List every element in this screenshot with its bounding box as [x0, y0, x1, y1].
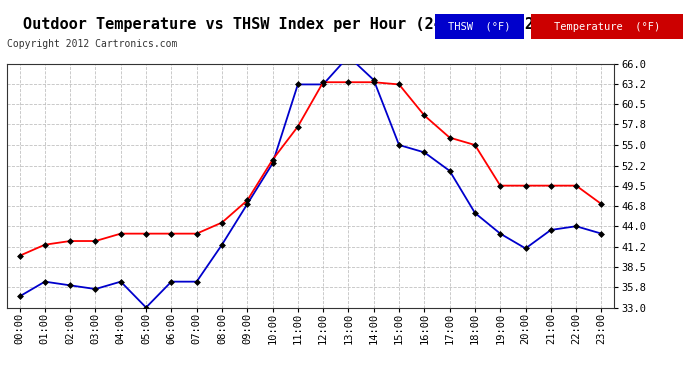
Text: Outdoor Temperature vs THSW Index per Hour (24 Hours)  20121011: Outdoor Temperature vs THSW Index per Ho…: [23, 17, 598, 32]
Text: Copyright 2012 Cartronics.com: Copyright 2012 Cartronics.com: [7, 39, 177, 50]
Text: THSW  (°F): THSW (°F): [448, 22, 511, 32]
Text: Temperature  (°F): Temperature (°F): [554, 22, 660, 32]
